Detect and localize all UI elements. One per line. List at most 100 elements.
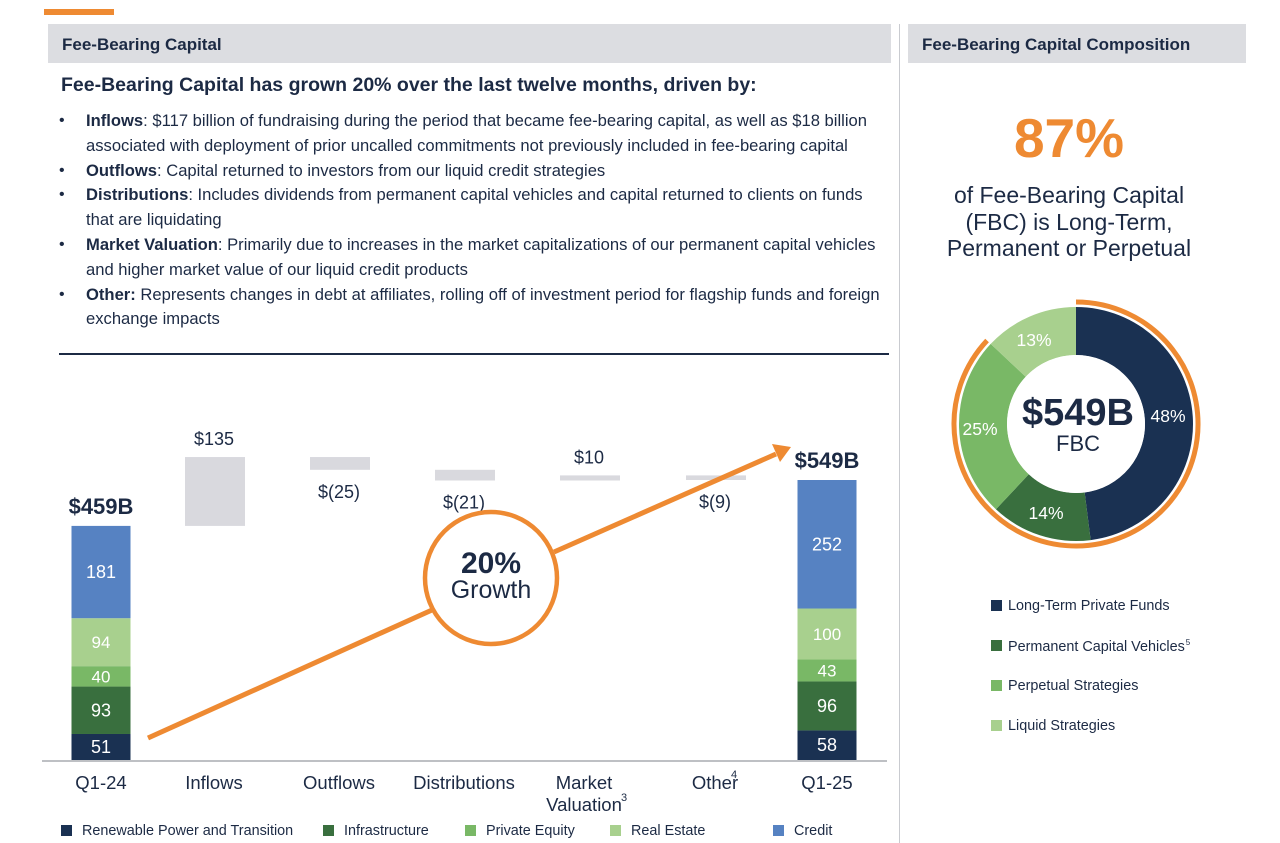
bullet-label: Distributions — [86, 185, 189, 205]
legend-label: Liquid Strategies — [1008, 718, 1116, 734]
bullet-distributions: Distributions: Includes dividends from p… — [59, 183, 891, 233]
section-header-title: Fee-Bearing Capital — [62, 35, 222, 54]
vertical-divider — [899, 24, 900, 843]
stack-segment-infrastructure — [797, 681, 857, 731]
stack-segment-real-estate — [797, 608, 857, 660]
legend-superscript: 5 — [1185, 638, 1191, 647]
stack-segment-private-equity — [797, 659, 857, 682]
waterfall-legend: Renewable Power and Transition Infrastruc… — [61, 823, 851, 841]
donut-slice-label: 14% — [1028, 503, 1063, 523]
bullet-text: Represents changes in debt at affiliates… — [86, 284, 880, 329]
stack-segment-private-equity — [71, 666, 131, 687]
bullet-label: Outflows — [86, 160, 157, 180]
segment-label: 51 — [91, 737, 111, 757]
bridge-value-label: $(21) — [443, 493, 485, 513]
headline: Fee-Bearing Capital has grown 20% over t… — [61, 74, 757, 96]
section-header-composition: Fee-Bearing Capital Composition — [908, 24, 1246, 63]
bullet-label: Market Valuation — [86, 234, 218, 254]
total-label: $549B — [795, 448, 860, 473]
legend-label: Credit — [794, 823, 833, 839]
bullet-label: Inflows — [86, 111, 144, 130]
legend-label: Permanent Capital Vehicles5 — [1008, 638, 1191, 655]
segment-label: 43 — [818, 661, 837, 680]
accent-bar — [44, 9, 114, 15]
bullet-text: : $117 billion of fundraising during the… — [86, 111, 867, 155]
bullet-other: Other: Represents changes in debt at aff… — [59, 283, 891, 333]
growth-percent: 20% — [461, 547, 521, 580]
legend-swatch — [991, 720, 1002, 731]
legend-swatch — [991, 680, 1002, 691]
category-label: Inflows — [185, 772, 243, 793]
donut-slice-label: 13% — [1016, 330, 1051, 350]
stack-segment-renewable-power-and-transition — [797, 730, 857, 760]
stack-segment-credit — [797, 480, 857, 609]
growth-label: Growth — [451, 576, 532, 604]
segment-label: 40 — [92, 667, 111, 686]
section-header-fee-bearing-capital: Fee-Bearing Capital — [48, 24, 891, 63]
bullet-text: : Primarily due to increases in the mark… — [86, 234, 876, 279]
bridge-value-label: $(25) — [318, 482, 360, 502]
legend-swatch — [465, 825, 476, 836]
segment-label: 252 — [812, 534, 842, 554]
legend-label: Renewable Power and Transition — [82, 823, 294, 839]
bullet-text: : Capital returned to investors from our… — [156, 160, 606, 180]
segment-label: 96 — [817, 696, 837, 716]
bullet-label: Other: — [86, 284, 136, 304]
donut-hole — [1007, 355, 1145, 493]
donut-slice-liquid-strategies — [990, 307, 1076, 377]
stack-segment-credit — [71, 525, 131, 619]
bullet-text: : Includes dividends from permanent capi… — [86, 185, 863, 230]
category-superscript: 3 — [621, 792, 627, 804]
segment-label: 58 — [817, 735, 837, 755]
donut-center-value: $549B — [1022, 392, 1134, 434]
bridge-bar — [310, 457, 370, 470]
bridge-value-label: $10 — [574, 447, 604, 467]
legend-label: Private Equity — [486, 823, 575, 839]
bridge-bar — [185, 457, 245, 526]
donut-slice-long-term-private-funds — [1076, 307, 1194, 541]
long-term-share-ring — [951, 299, 1201, 549]
category-label: Q1-24 — [75, 772, 126, 793]
bridge-bar — [686, 475, 746, 480]
donut-slice-label: 48% — [1150, 406, 1185, 426]
bridge-value-label: $135 — [194, 429, 234, 449]
bridge-bar — [560, 475, 620, 481]
category-label: Valuation — [546, 794, 622, 815]
driver-bullet-list: Inflows: $117 billion of fundraising dur… — [59, 109, 891, 332]
category-label: Q1-25 — [801, 772, 852, 793]
legend-label: Infrastructure — [344, 823, 429, 839]
category-label: Other — [692, 772, 738, 793]
legend-label: Real Estate — [631, 823, 706, 839]
legend-label: Long-Term Private Funds — [1008, 598, 1170, 614]
legend-label: Perpetual Strategies — [1008, 678, 1139, 694]
donut-slice-perpetual-strategies — [959, 343, 1029, 510]
long-term-percent: 87% — [1013, 107, 1125, 169]
fbc-waterfall-chart: 51934094181$459B589643100252$549B$135$(2… — [42, 353, 889, 815]
segment-label: 100 — [813, 625, 841, 644]
bridge-value-label: $(9) — [699, 492, 731, 512]
bridge-bar — [435, 469, 495, 481]
stack-segment-infrastructure — [71, 686, 131, 734]
growth-arrowhead — [772, 444, 791, 462]
category-label: Market — [556, 772, 613, 793]
segment-label: 94 — [92, 633, 111, 652]
long-term-description: of Fee-Bearing Capital (FBC) is Long-Ter… — [946, 182, 1192, 261]
donut-slice-label: 25% — [962, 419, 997, 439]
legend-swatch — [991, 600, 1002, 611]
growth-arrow-tail — [146, 607, 434, 741]
bullet-market-valuation: Market Valuation: Primarily due to incre… — [59, 233, 891, 283]
stack-segment-real-estate — [71, 618, 131, 667]
category-superscript: 4 — [731, 769, 737, 781]
growth-arrow-head-line — [552, 451, 778, 555]
stack-segment-renewable-power-and-transition — [71, 733, 131, 760]
segment-label: 181 — [86, 562, 116, 582]
legend-swatch — [610, 825, 621, 836]
growth-circle — [422, 509, 560, 647]
legend-swatch — [61, 825, 72, 836]
bullet-inflows: Inflows: $117 billion of fundraising dur… — [59, 109, 891, 159]
legend-swatch — [773, 825, 784, 836]
legend-swatch — [323, 825, 334, 836]
donut-center-label: FBC — [1056, 431, 1100, 456]
total-label: $459B — [69, 494, 134, 519]
